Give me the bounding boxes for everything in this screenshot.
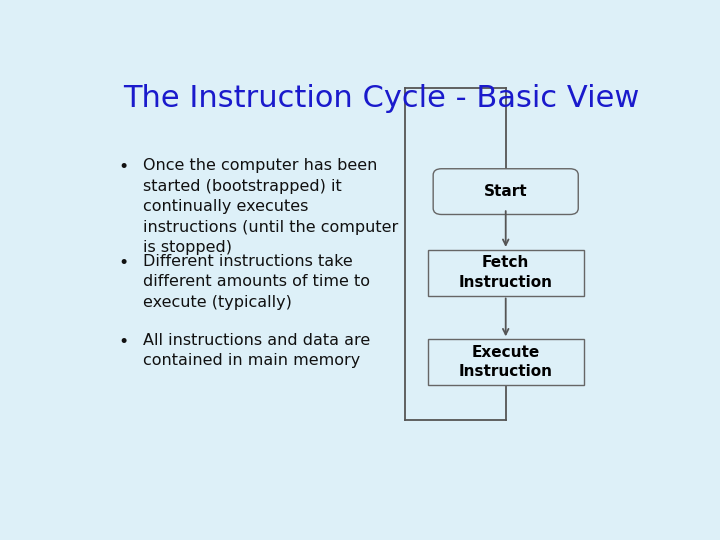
- Text: •: •: [118, 254, 128, 272]
- Text: •: •: [118, 333, 128, 351]
- Text: All instructions and data are
contained in main memory: All instructions and data are contained …: [143, 333, 370, 368]
- Text: Fetch
Instruction: Fetch Instruction: [459, 255, 553, 290]
- Bar: [428, 339, 584, 385]
- Text: Start: Start: [484, 184, 528, 199]
- Text: Once the computer has been
started (bootstrapped) it
continually executes
instru: Once the computer has been started (boot…: [143, 158, 398, 255]
- Text: Different instructions take
different amounts of time to
execute (typically): Different instructions take different am…: [143, 254, 370, 310]
- FancyBboxPatch shape: [433, 169, 578, 214]
- Text: Execute
Instruction: Execute Instruction: [459, 345, 553, 380]
- Bar: [428, 250, 584, 295]
- Text: •: •: [118, 158, 128, 177]
- Text: The Instruction Cycle - Basic View: The Instruction Cycle - Basic View: [124, 84, 640, 112]
